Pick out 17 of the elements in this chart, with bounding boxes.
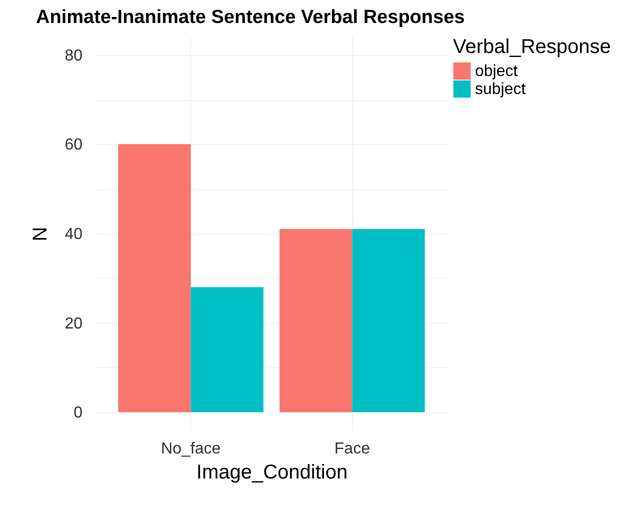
y-tick-label: 40: [64, 226, 83, 243]
legend-label: subject: [475, 81, 526, 98]
y-tick-label: 0: [74, 404, 83, 422]
y-tick-label: 80: [64, 47, 83, 64]
legend-title: Verbal_Response: [453, 36, 611, 58]
legend-label: object: [475, 63, 518, 80]
bar: [280, 229, 352, 412]
y-tick-label: 20: [64, 315, 83, 332]
chart-title: Animate-Inanimate Sentence Verbal Responses: [36, 7, 465, 28]
x-tick-label: No_face: [161, 440, 221, 458]
bar: [352, 229, 425, 412]
bar: [118, 144, 191, 412]
y-tick-label: 60: [64, 136, 83, 154]
bar: [190, 287, 264, 412]
x-axis-title: Image_Condition: [196, 462, 348, 484]
x-tick-label: Face: [334, 440, 370, 458]
y-axis-title: N: [30, 226, 52, 242]
